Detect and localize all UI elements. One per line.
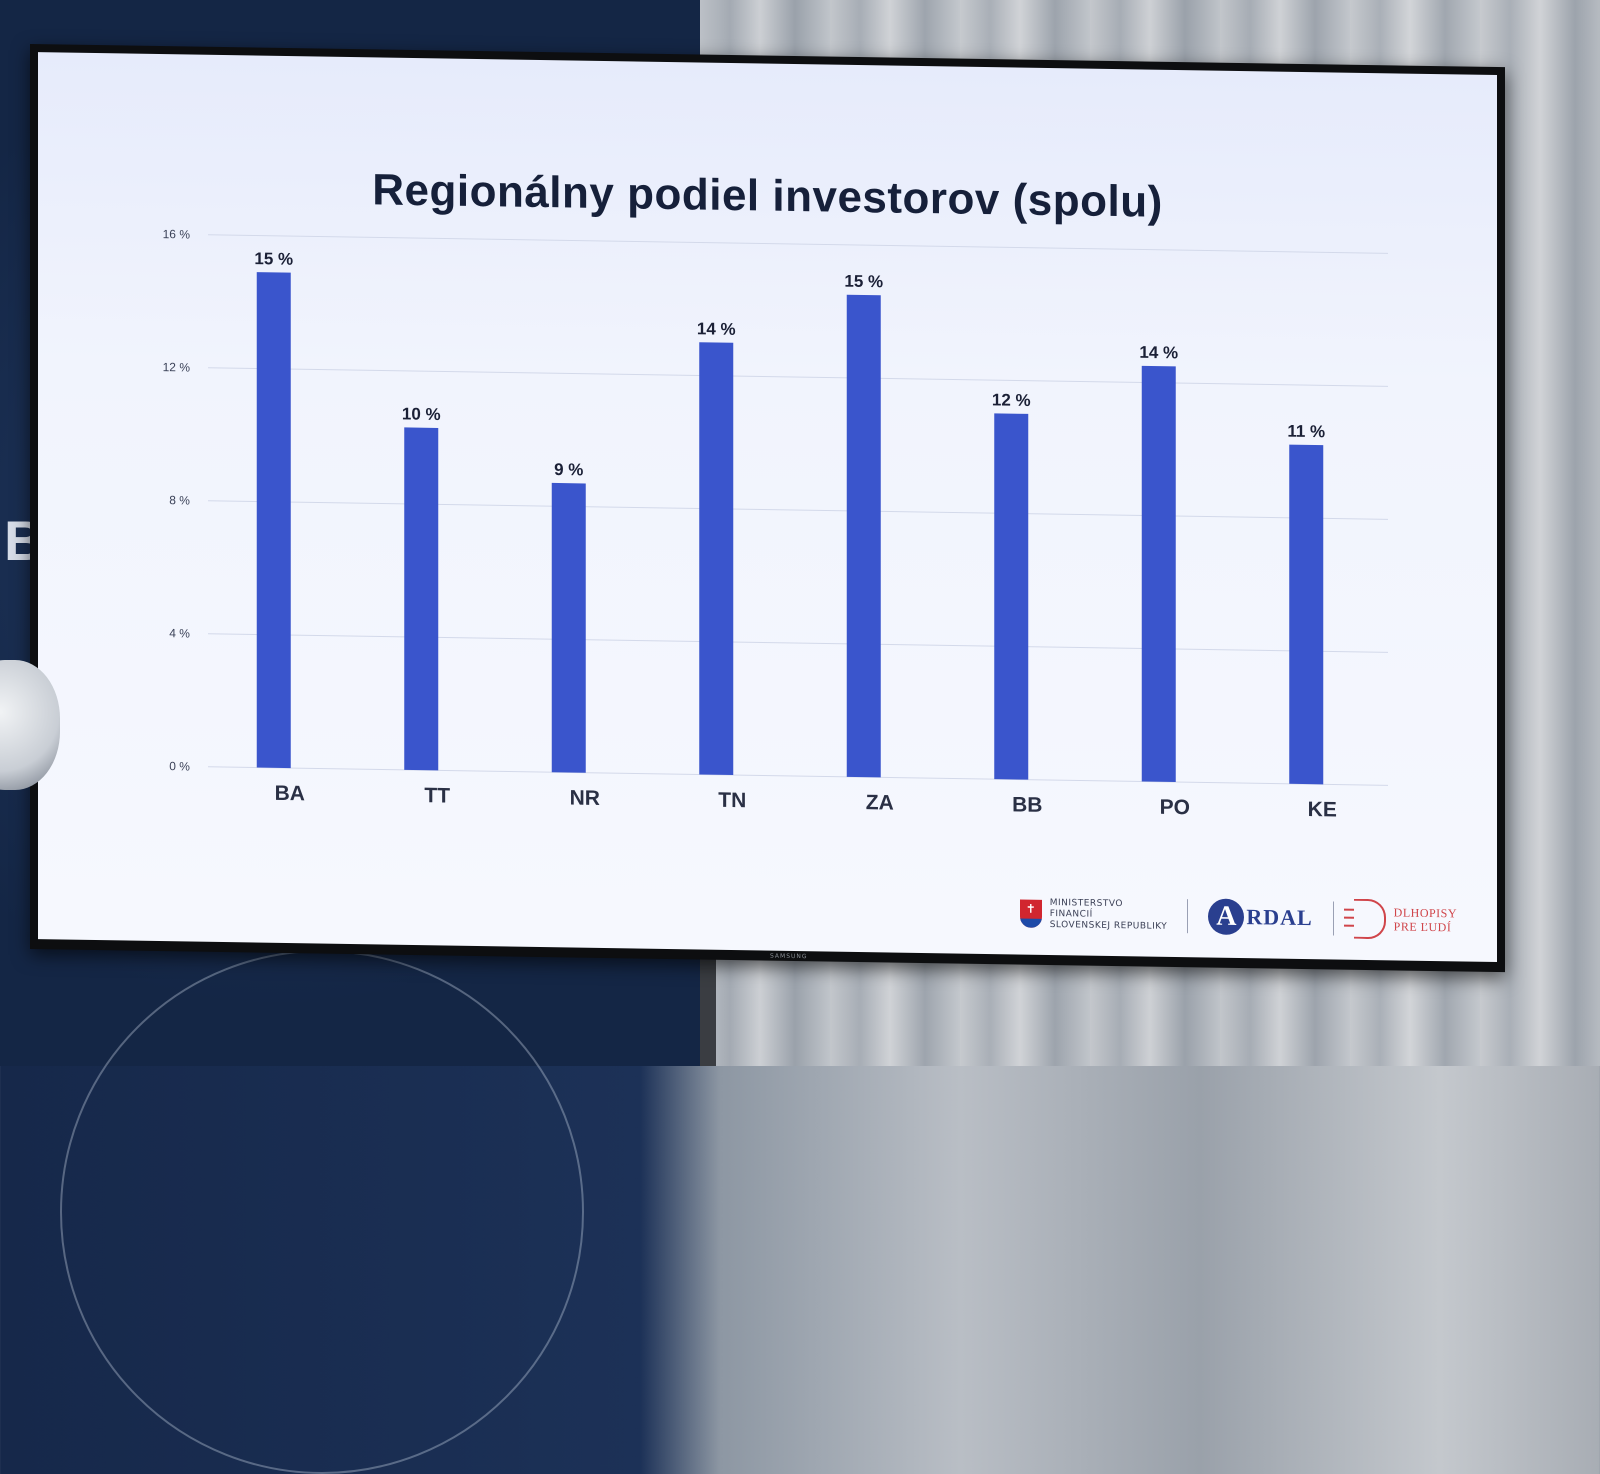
bar [551,482,586,773]
tv-frame: Regionálny podiel investorov (spolu) 0 %… [30,44,1505,973]
x-tick-label: KE [1308,798,1337,821]
bar [404,427,439,771]
x-tick-label: PO [1160,796,1190,819]
data-label: 11 % [1287,422,1325,442]
bar-chart: 0 % 4 % 8 % 12 % 16 % 15 % BA 10 % TT 9 % NR 14 % TN… [163,227,1388,822]
footer-logos: ✝ MINISTERSTVO FINANCIÍ SLOVENSKEJ REPUB… [1019,891,1457,944]
bar [699,342,734,776]
tv-stand [700,950,716,1066]
data-label: 12 % [992,390,1031,410]
bar [1141,365,1176,782]
data-label: 14 % [697,319,736,339]
bar [1289,444,1324,785]
data-label: 10 % [402,404,441,424]
data-label: 15 % [844,272,883,292]
x-tick-label: BA [275,782,305,805]
y-tick-label: 8 % [169,493,190,507]
x-tick-label: NR [570,786,600,809]
data-label: 15 % [254,249,293,269]
y-tick-label: 12 % [163,360,191,374]
dlhopisy-logo: DLHOPISY PRE ĽUDÍ [1353,898,1457,941]
x-tick-label: TN [718,789,746,812]
gridline [208,766,1388,786]
gridline [208,633,1388,653]
bar [994,413,1029,780]
logo-divider [1187,899,1189,934]
gridline [208,367,1388,387]
dlhopisy-d-icon [1353,898,1386,940]
dlhopisy-text: DLHOPISY PRE ĽUDÍ [1394,905,1457,934]
wall-logo-circle [60,950,584,1474]
dlhopisy-line-1: DLHOPISY [1393,905,1457,921]
data-label: 14 % [1139,343,1178,363]
ministry-line-3: SLOVENSKEJ REPUBLIKY [1049,919,1168,932]
x-tick-label: TT [424,784,450,807]
x-tick-label: BB [1012,793,1042,816]
ardal-text: RDAL [1246,904,1313,931]
y-tick-label: 16 % [163,227,191,241]
gridline [208,234,1388,254]
gridline [208,500,1388,520]
ardal-circle-icon: A [1208,898,1245,936]
dlhopisy-line-2: PRE ĽUDÍ [1393,919,1452,935]
data-label: 9 % [554,460,583,479]
slovak-crest-icon: ✝ [1019,899,1042,928]
tv-screen: Regionálny podiel investorov (spolu) 0 %… [38,52,1497,963]
y-tick-label: 4 % [169,626,190,640]
tv-brand: SAMSUNG [770,952,808,961]
x-tick-label: ZA [866,791,894,814]
ministry-text: MINISTERSTVO FINANCIÍ SLOVENSKEJ REPUBLI… [1050,898,1168,933]
ardal-logo: A RDAL [1208,898,1313,937]
bar [846,294,881,778]
ministry-logo: ✝ MINISTERSTVO FINANCIÍ SLOVENSKEJ REPUB… [1019,897,1168,933]
bar [256,272,291,769]
y-tick-label: 0 % [169,759,190,773]
logo-divider [1332,901,1334,936]
